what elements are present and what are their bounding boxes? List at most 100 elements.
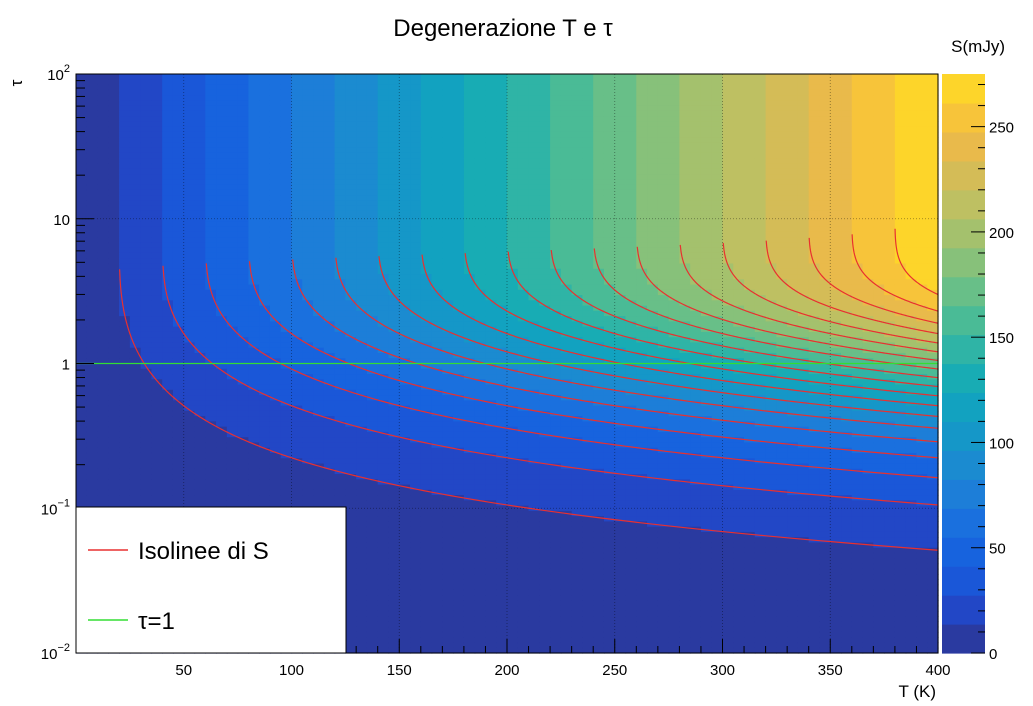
heatmap-cell [86,205,99,212]
heatmap-cell [183,163,196,170]
heatmap-cell [377,431,390,438]
heatmap-cell [237,442,250,449]
heatmap-cell [291,226,303,233]
heatmap-cell [366,642,379,649]
heatmap-cell [420,537,433,544]
heatmap-cell [151,247,163,254]
heatmap-cell [237,226,250,233]
heatmap-cell [485,610,497,617]
heatmap-cell [550,500,562,507]
heatmap-cell [162,410,174,417]
heatmap-cell [205,331,217,338]
heatmap-cell [140,142,153,149]
heatmap-cell [442,468,454,475]
heatmap-cell [162,263,174,270]
heatmap-cell [86,410,99,417]
heatmap-cell [528,242,540,249]
heatmap-cell [356,274,368,280]
heatmap-cell [172,347,185,354]
heatmap-cell [345,426,357,433]
heatmap-cell [108,163,120,170]
heatmap-cell [463,605,476,612]
heatmap-cell [248,279,260,286]
heatmap-cell [291,221,303,228]
heatmap-cell [463,405,476,412]
heatmap-cell [291,263,303,270]
heatmap-cell [420,510,433,517]
heatmap-cell [345,642,357,649]
heatmap-cell [410,347,422,354]
heatmap-cell [528,142,540,149]
heatmap-cell [366,321,379,328]
heatmap-cell [226,352,239,359]
heatmap-cell [517,384,530,391]
heatmap-cell [420,589,433,596]
heatmap-cell [377,258,390,265]
heatmap-cell [463,610,476,617]
heatmap-cell [507,631,519,638]
heatmap-cell [216,374,228,380]
heatmap-cell [366,226,379,233]
heatmap-cell [485,542,497,549]
heatmap-cell [463,316,476,322]
heatmap-cell [496,600,508,607]
heatmap-cell [140,468,153,475]
heatmap-cell [323,100,336,107]
heatmap-cell [323,368,336,375]
heatmap-cell [86,468,99,475]
heatmap-cell [399,442,411,449]
heatmap-cell [539,595,551,601]
heatmap-cell [345,505,357,512]
heatmap-cell [550,505,562,512]
heatmap-cell [442,416,454,422]
heatmap-cell [496,174,508,180]
heatmap-cell [399,626,411,633]
heatmap-cell [399,310,411,317]
heatmap-cell [410,74,422,80]
heatmap-cell [442,258,454,265]
heatmap-cell [97,300,109,307]
heatmap-cell [194,479,206,486]
heatmap-cell [345,289,357,296]
heatmap-cell [302,284,314,291]
heatmap-cell [151,379,163,386]
heatmap-cell [485,216,497,222]
heatmap-cell [280,263,293,270]
heatmap-cell [183,368,196,375]
heatmap-cell [517,116,530,122]
heatmap-cell [388,126,400,133]
heatmap-cell [334,247,346,254]
heatmap-cell [431,468,443,475]
heatmap-cell [226,116,239,122]
heatmap-cell [323,295,336,301]
heatmap-cell [550,247,562,254]
heatmap-cell [237,237,250,244]
heatmap-cell [420,642,433,649]
heatmap-cell [496,642,508,649]
heatmap-cell [507,458,519,465]
heatmap-cell [119,500,131,507]
heatmap-cell [162,252,174,259]
heatmap-cell [194,426,206,433]
heatmap-cell [560,321,573,328]
heatmap-cell [463,321,476,328]
heatmap-cell [323,168,336,175]
heatmap-cell [507,558,519,565]
heatmap-cell [323,237,336,244]
heatmap-cell [216,89,228,96]
heatmap-cell [237,463,250,470]
heatmap-cell [323,95,336,101]
heatmap-cell [517,605,530,612]
heatmap-cell [366,210,379,217]
heatmap-cell [442,121,454,128]
heatmap-cell [119,184,131,191]
heatmap-cell [517,547,530,554]
heatmap-cell [388,637,400,644]
heatmap-cell [528,258,540,265]
heatmap-cell [248,210,260,217]
heatmap-cell [496,221,508,228]
heatmap-cell [539,121,551,128]
heatmap-cell [76,221,88,228]
heatmap-cell [420,610,433,617]
heatmap-cell [97,463,109,470]
